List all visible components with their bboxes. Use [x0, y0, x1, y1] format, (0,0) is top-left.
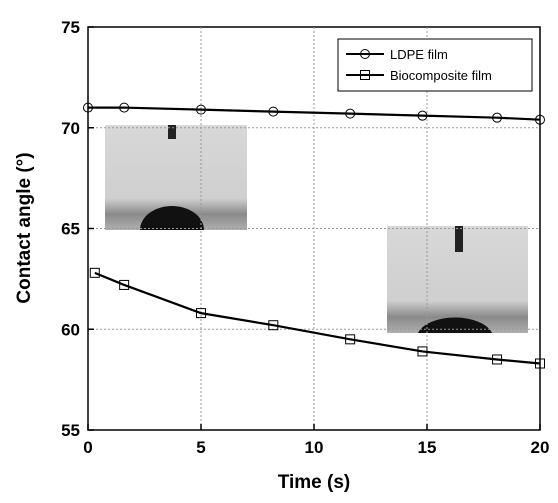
data-point	[83, 102, 93, 113]
y-tick-label: 60	[61, 320, 80, 339]
y-tick-label: 65	[61, 220, 80, 239]
data-point	[417, 346, 428, 357]
data-point	[535, 358, 545, 369]
y-tick-label: 75	[61, 18, 80, 37]
data-point	[89, 267, 100, 278]
inset-photo-right	[387, 226, 528, 333]
x-axis-label: Time (s)	[278, 472, 351, 493]
data-point	[119, 279, 130, 290]
data-point	[417, 110, 428, 121]
data-point	[345, 334, 356, 345]
legend-marker	[360, 49, 370, 59]
x-tick-label: 20	[531, 438, 550, 457]
x-tick-label: 0	[83, 438, 92, 457]
legend-box	[337, 38, 533, 92]
y-tick-label: 55	[61, 421, 80, 440]
data-point	[492, 354, 503, 365]
data-point	[196, 308, 206, 319]
y-axis-label: Contact angle (°)	[14, 152, 35, 303]
legend-label: LDPE film	[390, 47, 448, 62]
x-tick-label: 5	[196, 438, 205, 457]
y-tick-label: 70	[61, 119, 80, 138]
x-tick-label: 15	[418, 438, 437, 457]
data-point	[119, 102, 130, 113]
data-point	[268, 320, 279, 331]
x-tick-label: 10	[305, 438, 324, 457]
legend-label: Biocomposite film	[390, 68, 492, 83]
inset-photo-left	[105, 125, 247, 230]
series-line	[88, 106, 541, 121]
data-point	[345, 108, 356, 119]
data-point	[492, 112, 503, 123]
data-point	[535, 114, 545, 125]
data-point	[268, 106, 279, 117]
series-line	[94, 271, 541, 365]
data-point	[196, 104, 206, 115]
legend-marker	[360, 70, 370, 80]
